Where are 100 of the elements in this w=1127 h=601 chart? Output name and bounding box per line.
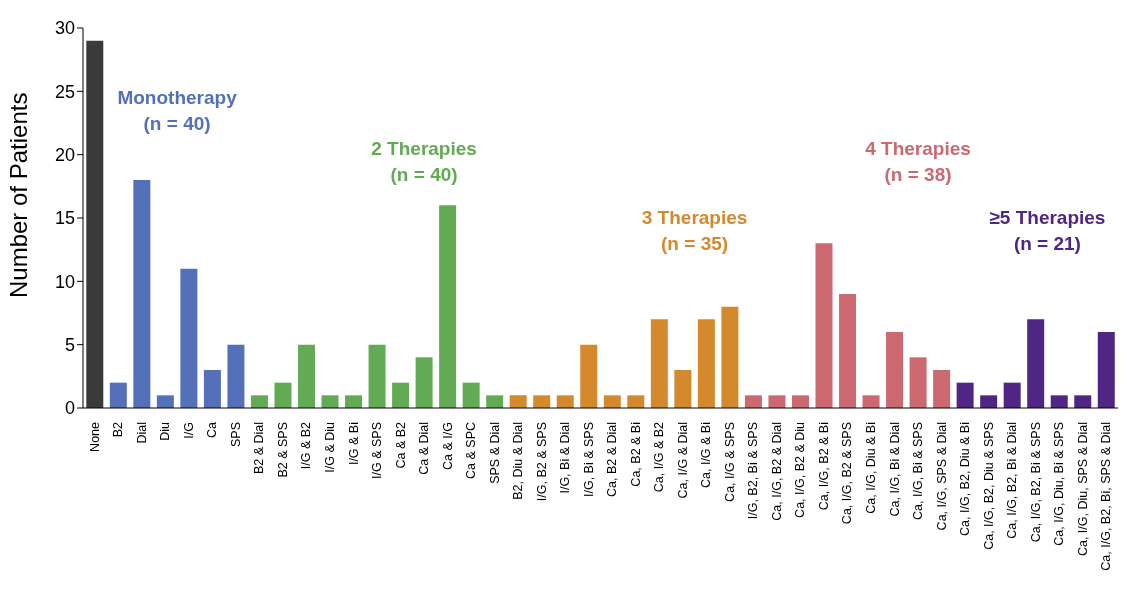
bar [603, 395, 621, 408]
x-tick-label: I/G, Bi & SPS [581, 422, 596, 498]
x-tick-label: B2, Diu & Dial [511, 422, 526, 500]
bar [345, 395, 363, 408]
x-tick-label: B2 & Dial [252, 422, 267, 475]
bar [250, 395, 268, 408]
bar [133, 180, 151, 408]
bar [721, 306, 739, 408]
x-tick-label: None [87, 421, 102, 452]
x-tick-label: Ca, I/G & B2 [652, 421, 667, 493]
x-tick-label: Ca & B2 [393, 421, 408, 469]
bar [109, 382, 127, 408]
bar [533, 395, 551, 408]
bar [392, 382, 410, 408]
bar [909, 357, 927, 408]
bar [768, 395, 786, 408]
annotation: ≥5 Therapies (n = 21) [988, 206, 1107, 257]
bar [1074, 395, 1092, 408]
x-tick-label: I/G & SPS [370, 422, 385, 479]
bar [274, 382, 292, 408]
x-tick-label: Ca, I/G, B2 & Dial [769, 422, 784, 521]
x-tick-label: I/G, B2, Bi & SPS [746, 422, 761, 520]
x-tick-label: SPS & Dial [487, 422, 502, 484]
x-tick-label: Ca, I/G, Diu & Bi [864, 422, 879, 514]
x-tick-label: Ca, I/G, SPS & Dial [934, 422, 949, 531]
y-tick-label: 5 [64, 335, 75, 356]
bar [321, 395, 339, 408]
bar [744, 395, 762, 408]
x-tick-label: Ca, I/G, B2, Diu & SPS [981, 422, 996, 550]
x-tick-label: Diu [158, 421, 173, 441]
bar [650, 319, 668, 408]
y-tick-label: 30 [54, 18, 75, 39]
bar [791, 395, 809, 408]
annotation: 2 Therapies (n = 40) [370, 136, 478, 187]
x-tick-label: Ca, I/G, B2, Diu & Bi [958, 422, 973, 536]
x-tick-label: Ca, B2 & Bi [628, 422, 643, 487]
x-tick-label: Ca, I/G, B2 & Diu [793, 421, 808, 518]
y-tick-label: 15 [54, 208, 75, 229]
x-tick-label: I/G & Diu [322, 421, 337, 473]
bar [627, 395, 645, 408]
bar [815, 243, 833, 408]
bar [368, 344, 386, 408]
x-tick-label: Ca, B2 & Dial [605, 422, 620, 498]
bar [86, 40, 104, 408]
bar [956, 382, 974, 408]
y-tick-label: 0 [64, 398, 75, 419]
x-tick-label: Dial [134, 422, 149, 444]
bar [486, 395, 504, 408]
bar [439, 205, 457, 408]
x-tick-label: I/G & B2 [299, 421, 314, 470]
x-tick-label: Ca, I/G, Diu, SPS & Dial [1075, 422, 1090, 557]
x-tick-label: SPS [228, 422, 243, 448]
bar [227, 344, 245, 408]
x-tick-label: B2 & SPS [275, 422, 290, 478]
bar [886, 332, 904, 408]
x-tick-label: Ca, I/G, Diu, Bi & SPS [1052, 422, 1067, 546]
bar [980, 395, 998, 408]
bar [462, 382, 480, 408]
bar [697, 319, 715, 408]
x-tick-label: I/G, Bi & Dial [558, 422, 573, 494]
bar [933, 370, 951, 408]
bar [862, 395, 880, 408]
x-tick-label: Ca & I/G [440, 422, 455, 470]
bar [839, 294, 857, 408]
bar [556, 395, 574, 408]
bar [580, 344, 598, 408]
x-tick-label: Ca & SPC [464, 422, 479, 479]
x-tick-label: I/G [181, 422, 196, 439]
bar [180, 268, 198, 408]
y-tick-label: 10 [54, 271, 75, 292]
x-tick-label: Ca [205, 421, 220, 438]
x-tick-label: Ca, I/G, B2, Bi, SPS & Dial [1099, 422, 1114, 571]
bar [1003, 382, 1021, 408]
annotation: 3 Therapies (n = 35) [640, 206, 749, 257]
x-tick-label: Ca, I/G, B2, Bi & SPS [1028, 422, 1043, 543]
bar [156, 395, 174, 408]
bar [509, 395, 527, 408]
y-tick-label: 20 [54, 145, 75, 166]
x-tick-label: Ca, I/G, B2, Bi & Dial [1005, 422, 1020, 539]
y-tick-label: 25 [54, 81, 75, 102]
bar [203, 370, 221, 408]
x-tick-label: B2 [111, 421, 126, 438]
x-tick-label: Ca, I/G & Dial [675, 422, 690, 499]
x-tick-label: Ca, I/G, Bi & SPS [911, 422, 926, 520]
bar [298, 344, 315, 408]
x-tick-label: I/G & Bi [346, 422, 361, 466]
bar [1097, 332, 1115, 408]
x-tick-label: Ca, I/G & Bi [699, 422, 714, 488]
bar [1050, 395, 1068, 408]
bar [674, 370, 692, 408]
x-tick-label: Ca, I/G & SPS [722, 422, 737, 502]
bar [415, 357, 433, 408]
bar [1027, 319, 1045, 408]
x-tick-label: Ca, I/G, B2 & SPS [840, 422, 855, 525]
x-tick-label: I/G, B2 & SPS [534, 422, 549, 502]
x-tick-label: Ca & Dial [417, 422, 432, 475]
y-axis-title: Number of Patients [4, 92, 32, 298]
annotation: 4 Therapies (n = 38) [864, 136, 972, 187]
x-tick-label: Ca, I/G, Bi & Dial [887, 422, 902, 517]
x-tick-label: Ca, I/G, B2 & Bi [816, 422, 831, 511]
